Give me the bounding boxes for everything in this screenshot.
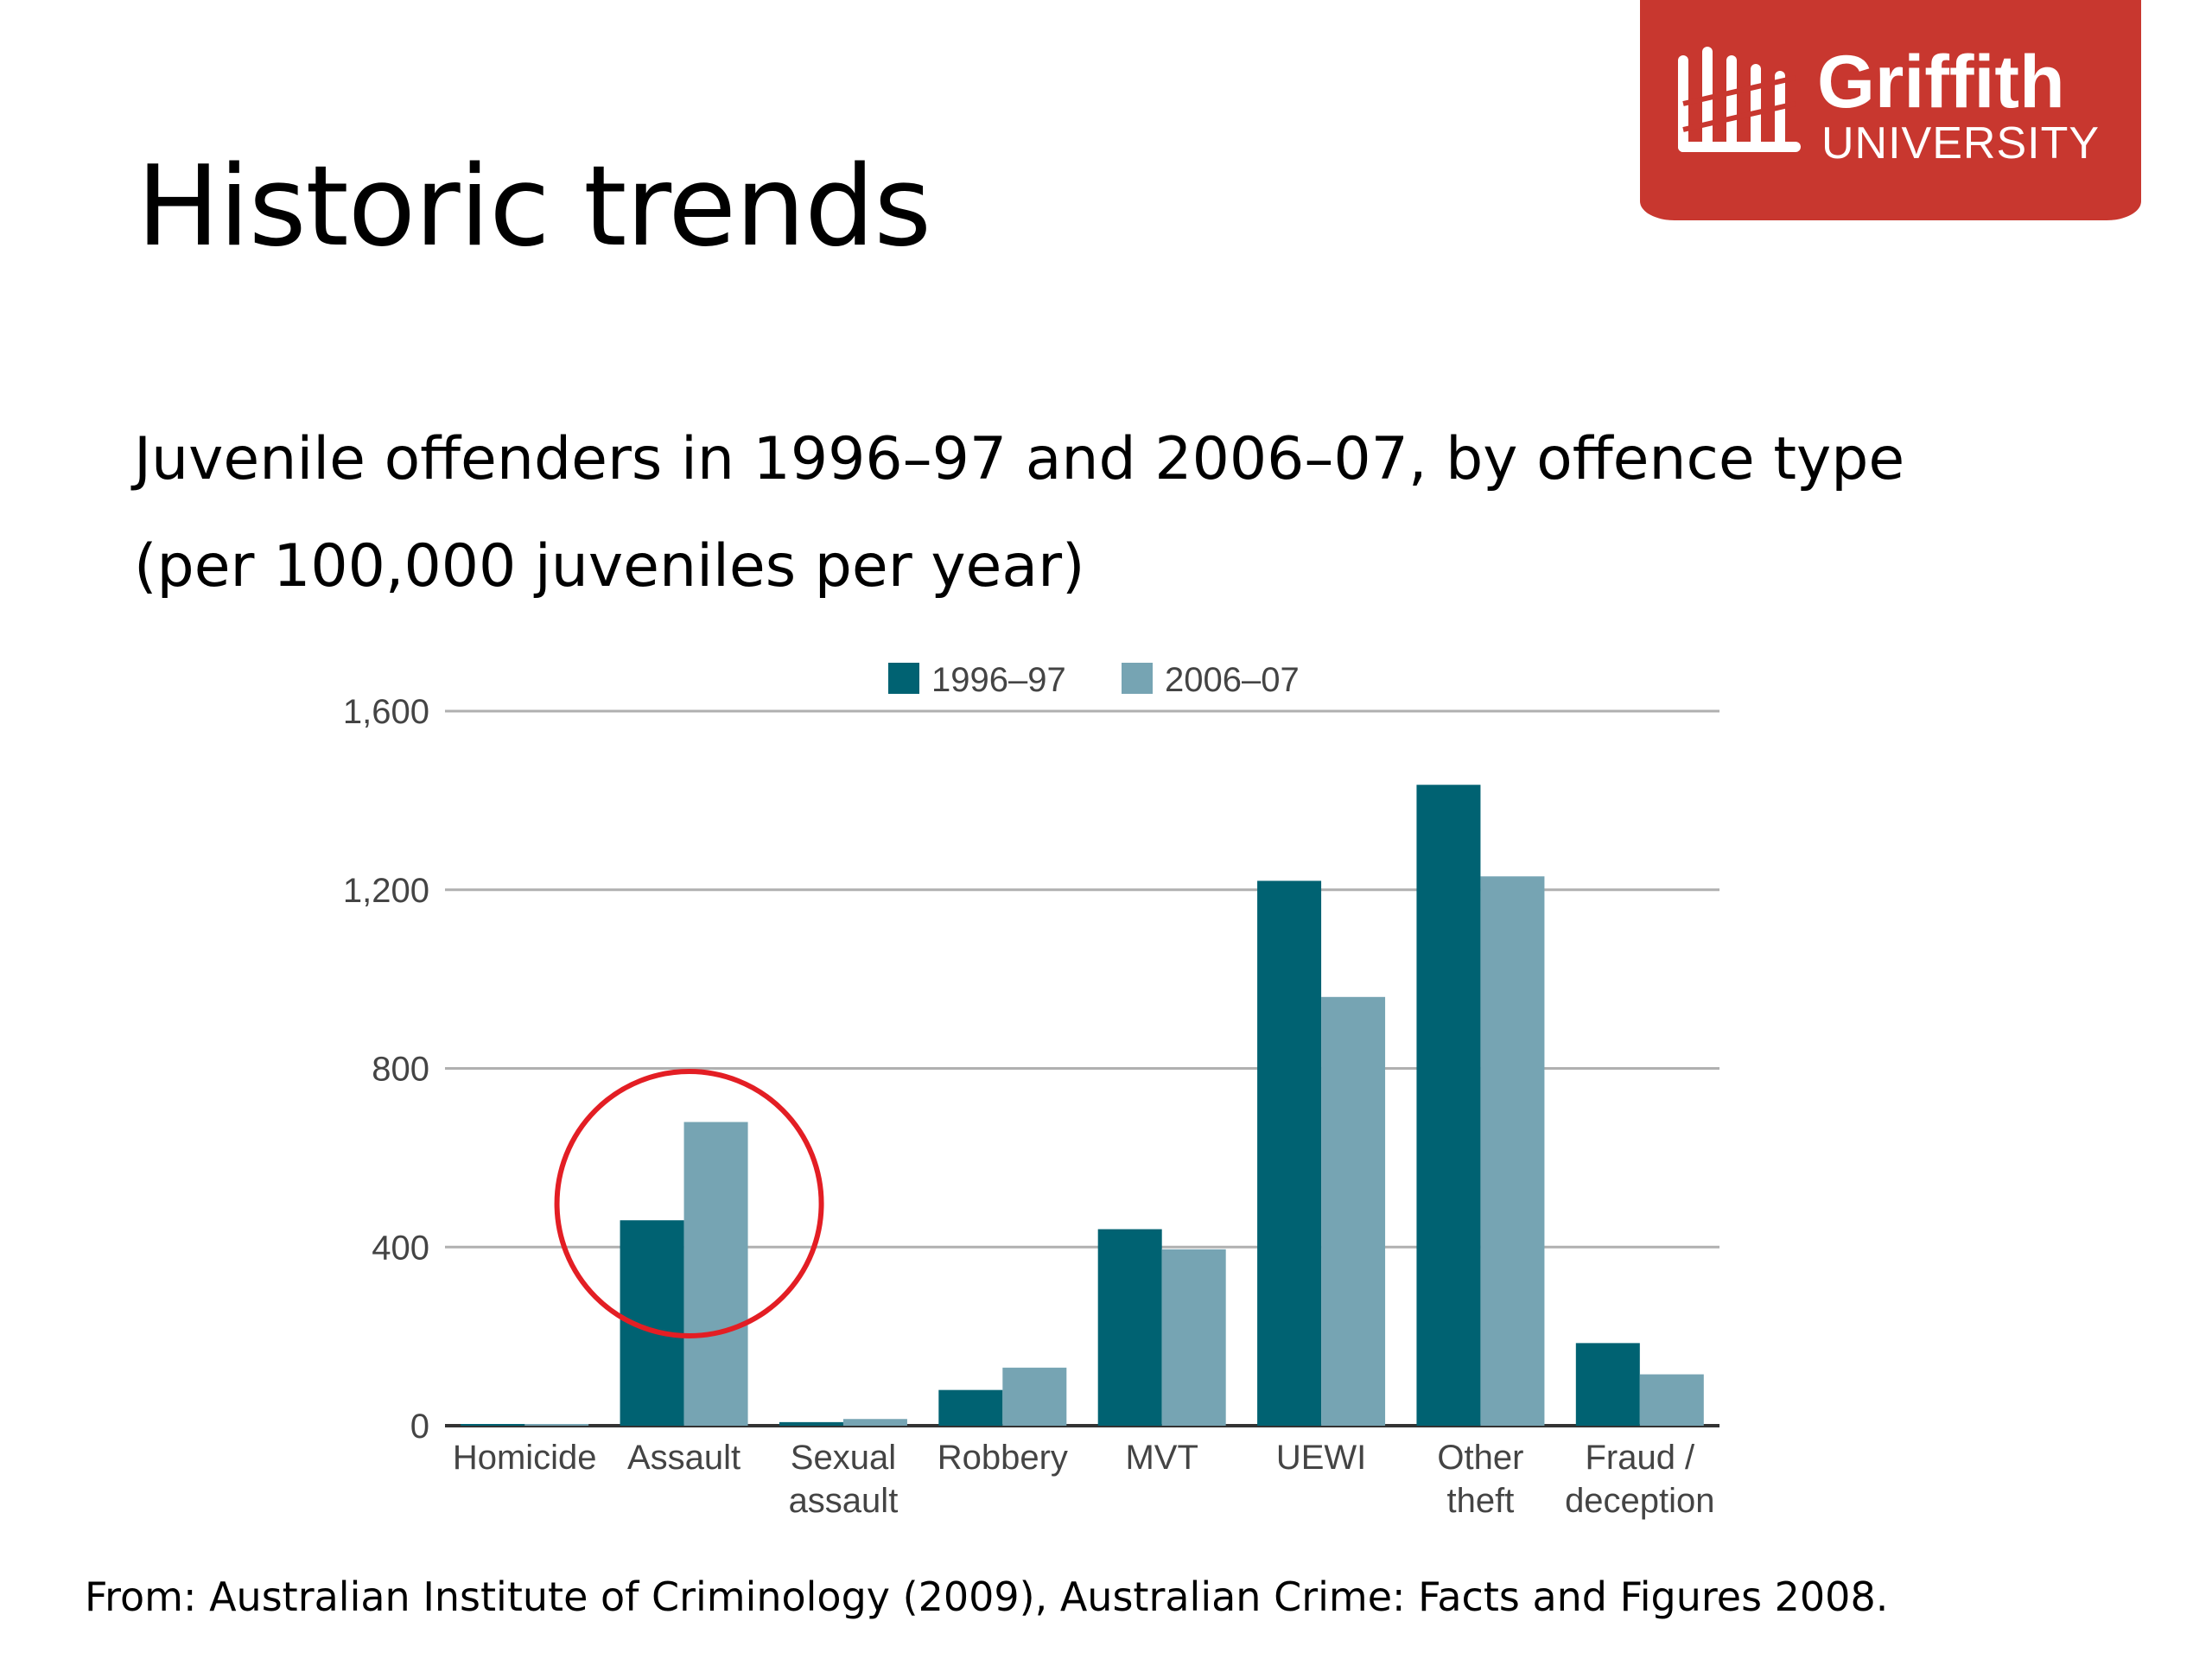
bar-series-1 bbox=[1257, 880, 1322, 1426]
bar-series-2 bbox=[842, 1419, 907, 1426]
legend-label: 1996–97 bbox=[931, 661, 1066, 699]
legend-swatch bbox=[1122, 663, 1153, 694]
logo-wordmark: Griffith bbox=[1817, 41, 2065, 124]
griffith-emblem-icon bbox=[1678, 47, 1801, 152]
x-tick-label: Robbery bbox=[938, 1439, 1068, 1477]
x-tick-label: Assault bbox=[627, 1439, 741, 1477]
y-tick-label: 0 bbox=[410, 1408, 429, 1446]
y-tick-label: 800 bbox=[372, 1051, 429, 1089]
bar-series-2 bbox=[1480, 876, 1545, 1426]
x-tick-label: MVT bbox=[1125, 1439, 1198, 1477]
x-tick-label: Sexual bbox=[791, 1439, 896, 1477]
slide-title: Historic trends bbox=[137, 143, 931, 271]
bar-series-1 bbox=[461, 1424, 525, 1426]
logo-subtitle: UNIVERSITY bbox=[1821, 118, 2101, 168]
bar-series-1 bbox=[1416, 785, 1481, 1426]
bar-series-2 bbox=[524, 1424, 589, 1426]
bar-series-2 bbox=[683, 1122, 748, 1426]
x-tick-label: Other bbox=[1437, 1439, 1523, 1477]
bar-series-1 bbox=[779, 1421, 843, 1426]
bar-series-2 bbox=[1639, 1374, 1704, 1426]
y-tick-label: 400 bbox=[372, 1229, 429, 1267]
bar-series-1 bbox=[1097, 1229, 1162, 1426]
bar-series-2 bbox=[1002, 1367, 1067, 1426]
subtitle-line-2: (per 100,000 juveniles per year) bbox=[134, 532, 1085, 601]
bar-series-1 bbox=[938, 1389, 1003, 1426]
x-tick-label: assault bbox=[789, 1482, 899, 1520]
x-tick-label: UEWI bbox=[1276, 1439, 1366, 1477]
x-tick-label: deception bbox=[1565, 1482, 1714, 1520]
y-tick-label: 1,200 bbox=[343, 872, 429, 910]
bar-series-2 bbox=[1161, 1249, 1226, 1426]
y-tick-label: 1,600 bbox=[343, 693, 429, 731]
slide-subtitle: Juvenile offenders in 1996–97 and 2006–0… bbox=[134, 406, 2035, 620]
x-tick-label: Fraud / bbox=[1585, 1439, 1695, 1477]
subtitle-line-1: Juvenile offenders in 1996–97 and 2006–0… bbox=[134, 425, 1905, 493]
x-tick-label: Homicide bbox=[453, 1439, 597, 1477]
bar-series-1 bbox=[1575, 1343, 1640, 1426]
legend-label: 2006–07 bbox=[1165, 661, 1300, 699]
legend-swatch bbox=[888, 663, 919, 694]
highlight-circle bbox=[554, 1069, 824, 1338]
griffith-logo: Griffith UNIVERSITY bbox=[1640, 0, 2141, 220]
x-tick-label: theft bbox=[1447, 1482, 1515, 1520]
bar-series-2 bbox=[1321, 996, 1386, 1426]
source-citation: From: Australian Institute of Criminolog… bbox=[85, 1573, 1889, 1620]
